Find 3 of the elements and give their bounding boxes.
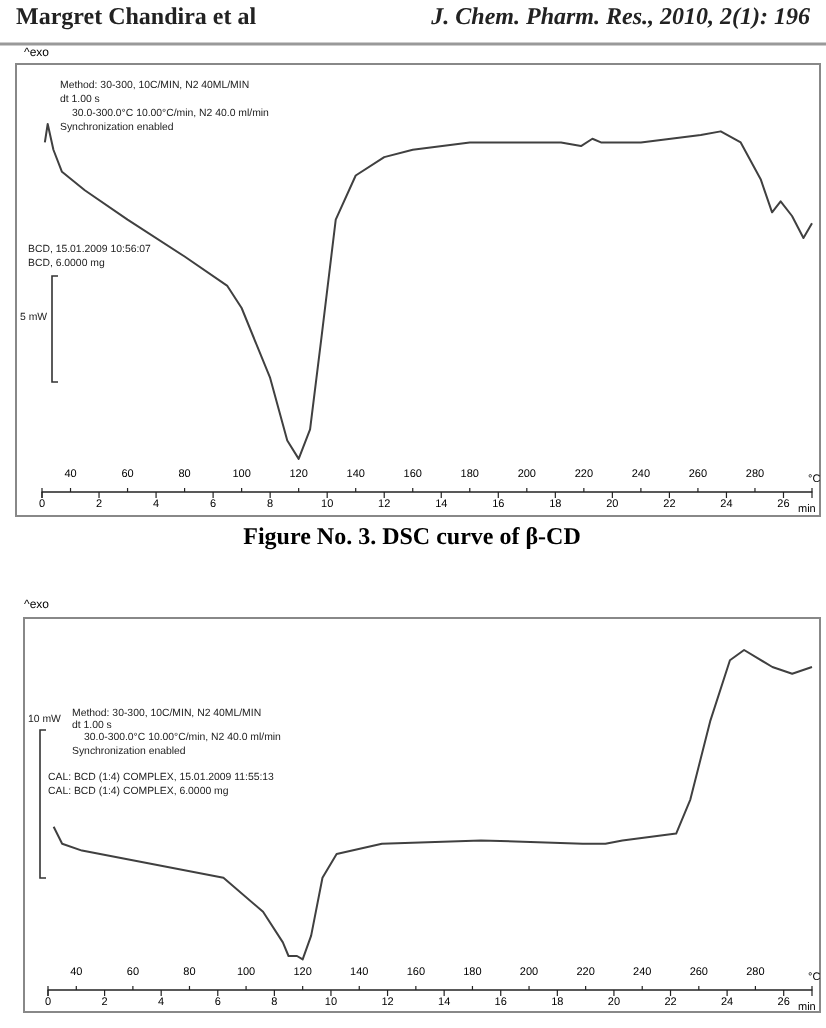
text: Margret Chandira et al bbox=[16, 2, 258, 30]
text: Figure No. 3. DSC curve of β-CD bbox=[243, 522, 582, 550]
text: J. Chem. Pharm. Res., 2010, 2(1): 196 bbox=[429, 2, 810, 30]
